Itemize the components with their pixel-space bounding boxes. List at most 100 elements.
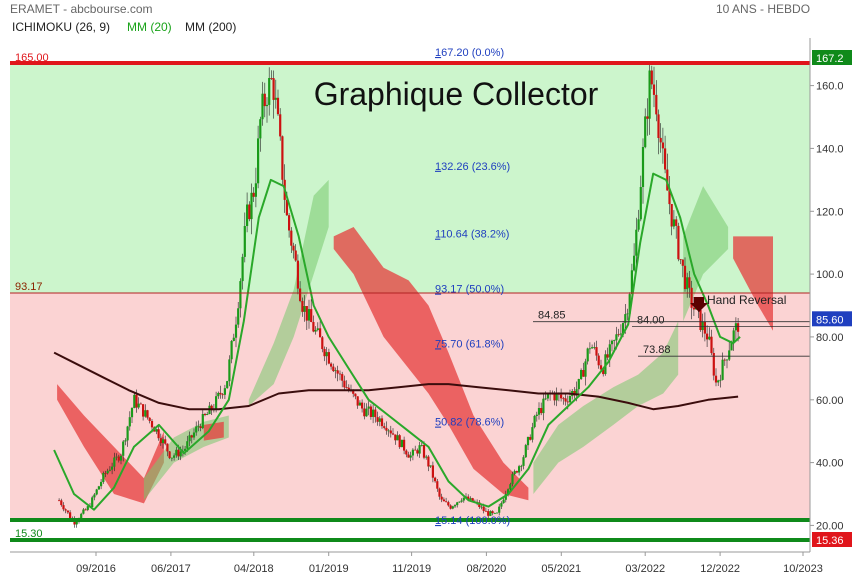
candle-body	[482, 506, 485, 511]
candle-body	[296, 260, 299, 289]
candle-body	[714, 375, 718, 383]
candle-body	[518, 466, 521, 473]
ichimoku-cloud-bull-3	[248, 179, 329, 406]
candle-body	[161, 439, 165, 444]
candle-body	[168, 451, 171, 459]
price-tag-0	[812, 50, 852, 65]
level-label-93: 93.17	[15, 281, 43, 293]
candle-body	[239, 281, 242, 309]
candle-body	[363, 408, 366, 417]
candle-body	[97, 486, 100, 490]
candle-body	[597, 355, 600, 366]
candle-body	[575, 389, 578, 396]
candle-body	[385, 427, 388, 431]
candle-body	[95, 489, 98, 495]
candle-body	[533, 416, 536, 428]
hand-reversal-marker: Hand Reversal	[690, 293, 786, 312]
candle-body	[91, 497, 94, 507]
candle-body	[699, 309, 702, 330]
candle-body	[66, 510, 69, 513]
y-tick-label: 60.00	[816, 395, 844, 407]
candle-body	[531, 427, 534, 440]
candle-body	[422, 445, 426, 458]
candle-body	[184, 448, 187, 451]
candle-body	[732, 330, 735, 343]
candle-body	[728, 350, 731, 360]
candle-body	[241, 256, 244, 282]
candle-body	[434, 477, 437, 482]
candle-body	[128, 417, 131, 427]
candle-body	[553, 393, 556, 401]
candle-body	[586, 348, 589, 362]
candle-body	[319, 328, 322, 338]
ichimoku-cloud-bear-0	[57, 384, 164, 504]
candle-body	[139, 403, 142, 405]
candle-body	[325, 352, 328, 357]
candle-body	[237, 308, 240, 325]
candle-body	[150, 421, 154, 428]
candle-body	[719, 379, 722, 381]
candle-body	[456, 502, 459, 506]
y-tick-label: 100.0	[816, 269, 844, 281]
candle-body	[58, 500, 61, 502]
down-arrow-icon	[690, 297, 708, 312]
candle-body	[104, 473, 107, 474]
candle-body	[622, 323, 625, 334]
candle-body	[484, 510, 487, 512]
candle-body	[458, 501, 461, 503]
candle-body	[261, 93, 264, 120]
ichimoku-cloud-bull-6	[683, 186, 729, 322]
candle-body	[449, 505, 452, 509]
candle-body	[285, 199, 288, 216]
candle-body	[416, 450, 419, 454]
candle-body	[405, 450, 408, 455]
candle-body	[670, 204, 673, 227]
candle-body	[723, 359, 726, 361]
candle-body	[142, 404, 145, 417]
candle-body	[400, 439, 403, 448]
price-tag-label-0: 167.2	[816, 53, 844, 65]
candle-body	[369, 406, 372, 417]
candle-body	[117, 456, 120, 461]
level-label-84: 84.00	[637, 314, 665, 326]
x-tick-label: 10/2023	[783, 563, 823, 575]
candle-body	[124, 440, 127, 442]
candle-body	[338, 373, 342, 375]
candle-body	[259, 119, 262, 139]
candle-body	[675, 219, 678, 226]
candle-body	[617, 334, 620, 336]
fib-label-1: 132.26 (23.6%)	[435, 161, 510, 173]
candle-body	[190, 435, 193, 438]
candle-body	[281, 136, 284, 180]
candle-body	[195, 426, 198, 433]
candle-body	[591, 347, 594, 349]
candle-body	[582, 370, 585, 377]
candle-body	[703, 321, 706, 334]
fib-label-4: 75.70 (61.8%)	[435, 338, 504, 350]
candle-body	[215, 396, 218, 410]
candle-body	[661, 142, 664, 149]
candle-body	[265, 104, 269, 107]
x-tick-label: 12/2022	[700, 563, 740, 575]
candle-body	[330, 363, 333, 367]
candle-body	[489, 511, 492, 516]
ichimoku-cloud-bear-2	[203, 421, 224, 441]
candle-body	[407, 454, 410, 458]
candle-body	[650, 70, 653, 85]
candle-body	[615, 334, 618, 341]
x-tick-label: 01/2019	[309, 563, 349, 575]
candle-body	[610, 340, 614, 345]
candle-body	[498, 506, 501, 513]
candle-body	[119, 455, 123, 461]
candle-body	[580, 370, 583, 379]
candle-body	[203, 414, 207, 415]
candle-body	[197, 426, 200, 428]
candle-body	[234, 324, 238, 338]
candle-body	[323, 349, 326, 357]
candle-body	[595, 347, 598, 356]
candle-body	[524, 445, 527, 458]
candle-body	[635, 229, 638, 256]
candle-body	[356, 396, 359, 406]
candle-body	[544, 398, 547, 400]
candle-body	[69, 512, 72, 519]
